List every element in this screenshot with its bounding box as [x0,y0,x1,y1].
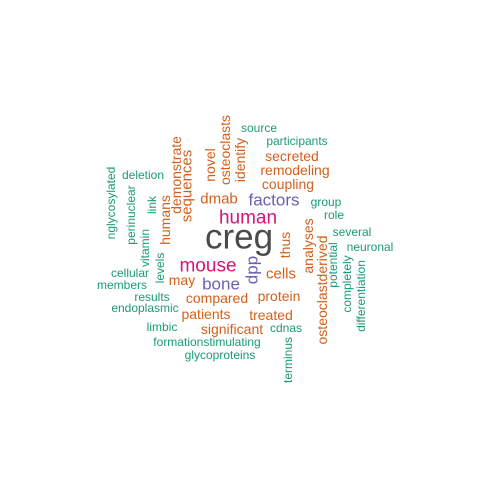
word-novel: novel [202,148,218,182]
word-results: results [134,290,170,304]
word-nglycosylated: nglycosylated [104,166,118,240]
word-humans: humans [157,195,173,245]
word-cells: cells [265,265,297,283]
word-limbic: limbic [146,320,178,334]
word-endoplasmic: endoplasmic [111,301,179,315]
word-several: several [332,225,372,239]
word-completely: completely [340,255,354,313]
word-dpp: dpp [242,255,262,285]
word-coupling: coupling [261,176,315,192]
word-osteoclasts: osteoclasts [217,114,233,186]
word-creg: creg [204,217,274,257]
word-source: source [240,121,278,135]
word-formationstimulating: formationstimulating [153,335,261,349]
word-secreted: secreted [265,148,319,164]
word-terminus: terminus [281,336,295,384]
word-identify: identify [232,137,248,183]
word-deletion: deletion [121,168,165,182]
word-thus: thus [277,231,293,259]
word-link: link [145,195,159,215]
word-vitamin: vitamin [138,228,152,268]
word-analyses: analyses [300,218,316,274]
word-protein: protein [257,288,301,304]
word-members: members [96,278,148,292]
word-participants: participants [266,134,328,148]
word-significant: significant [200,321,264,337]
word-dmab: dmab [200,190,238,208]
word-may: may [168,272,196,288]
word-differentiation: differentiation [354,260,368,332]
word-cdnas: cdnas [269,321,303,335]
word-perinuclear: perinuclear [124,185,138,245]
word-role: role [323,208,345,222]
word-neuronal: neuronal [346,240,394,254]
word-bone: bone [202,274,240,294]
word-factors: factors [248,190,300,210]
word-patients: patients [181,306,231,322]
word-remodeling: remodeling [260,162,330,178]
word-treated: treated [249,307,293,323]
word-glycoproteins: glycoproteins [184,348,256,362]
word-potential: potential [326,242,340,288]
word-human: human [218,207,278,229]
word-cellular: cellular [110,266,150,280]
word-mouse: mouse [179,255,237,277]
word-compared: compared [185,290,249,306]
word-levels: levels [153,252,167,284]
word-group: group [310,195,342,209]
